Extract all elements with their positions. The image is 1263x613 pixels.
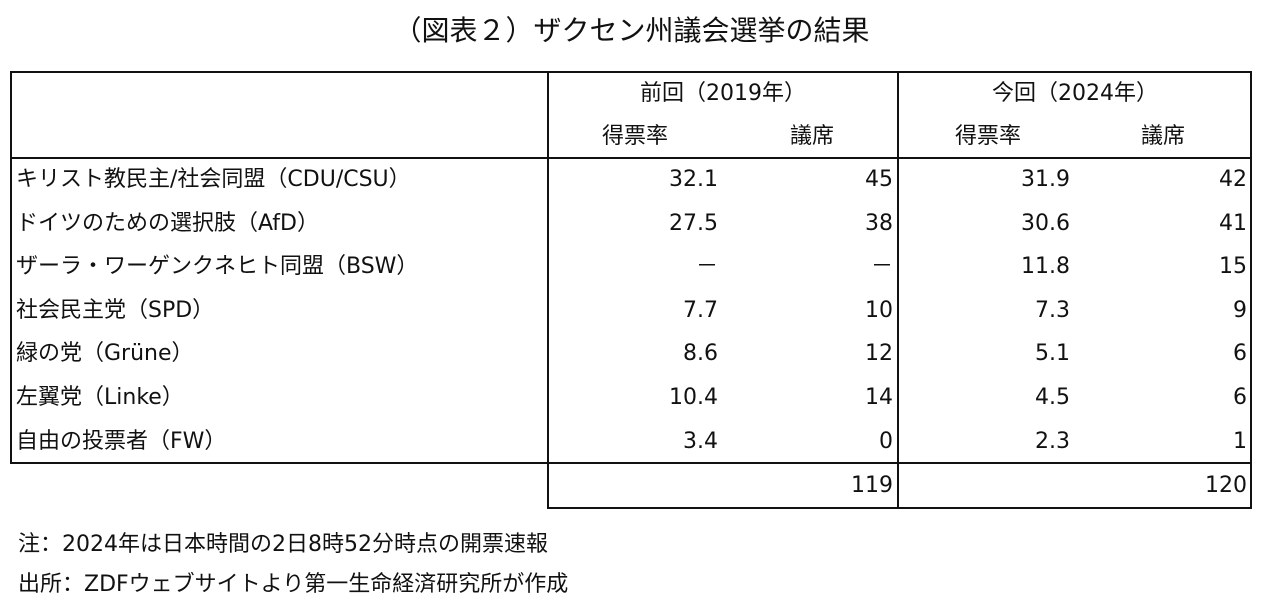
table-border — [548, 507, 1252, 509]
cell: 0 — [879, 428, 893, 454]
cell: 10.4 — [669, 385, 718, 410]
table-border — [547, 71, 549, 509]
total: 120 — [1205, 473, 1247, 498]
cell: 38 — [865, 210, 893, 236]
row-label: 左翼党（Linke） — [16, 385, 184, 410]
cell: 6 — [1233, 385, 1247, 410]
title: （図表２）ザクセン州議会選挙の結果 — [393, 14, 870, 47]
sub-header: 得票率 — [601, 124, 668, 149]
cell: 15 — [1219, 254, 1247, 280]
note: 出所：ZDFウェブサイトより第一生命経済研究所が作成 — [18, 572, 569, 597]
sub-header: 議席 — [789, 124, 834, 149]
cell: 3.4 — [683, 428, 718, 454]
table-border — [10, 71, 12, 464]
cell: 4.5 — [1035, 385, 1070, 410]
cell: 8.6 — [683, 341, 718, 367]
cell: 14 — [865, 385, 893, 410]
row-label: キリスト教民主/社会同盟（CDU/CSU） — [16, 167, 411, 192]
sub-header: 得票率 — [954, 124, 1021, 149]
cell: － — [870, 254, 893, 280]
table-border — [11, 71, 1252, 73]
table-border — [11, 462, 1252, 464]
cell: 11.8 — [1021, 254, 1070, 280]
cell: 41 — [1219, 210, 1247, 236]
table-border — [897, 71, 899, 509]
group-header: 前回（2019年） — [640, 81, 806, 106]
cell: 5.1 — [1035, 341, 1070, 367]
cell: 9 — [1233, 297, 1247, 323]
cell: 12 — [865, 341, 893, 367]
sub-header: 議席 — [1140, 124, 1185, 149]
row-label: 緑の党（Grüne） — [16, 341, 194, 367]
row-label: 社会民主党（SPD） — [16, 297, 215, 323]
cell: 6 — [1233, 341, 1247, 367]
cell: 31.9 — [1021, 167, 1070, 192]
group-header: 今回（2024年） — [992, 81, 1158, 106]
cell: 1 — [1233, 428, 1247, 454]
cell: 30.6 — [1021, 210, 1070, 236]
row-label: ザーラ・ワーゲンクネヒト同盟（BSW） — [16, 254, 419, 280]
table-border — [11, 157, 1252, 159]
cell: 2.3 — [1035, 428, 1070, 454]
row-label: ドイツのための選択肢（AfD） — [16, 210, 319, 236]
row-label: 自由の投票者（FW） — [16, 428, 227, 454]
cell: 7.7 — [683, 297, 718, 323]
total: 119 — [851, 473, 893, 498]
note: 注：2024年は日本時間の2日8時52分時点の開票速報 — [18, 532, 548, 557]
cell: 7.3 — [1035, 297, 1070, 323]
cell: 42 — [1219, 167, 1247, 192]
cell: 32.1 — [669, 167, 718, 192]
table-border — [1250, 71, 1252, 509]
cell: － — [695, 254, 718, 280]
cell: 10 — [865, 297, 893, 323]
cell: 27.5 — [669, 210, 718, 236]
cell: 45 — [865, 167, 893, 192]
